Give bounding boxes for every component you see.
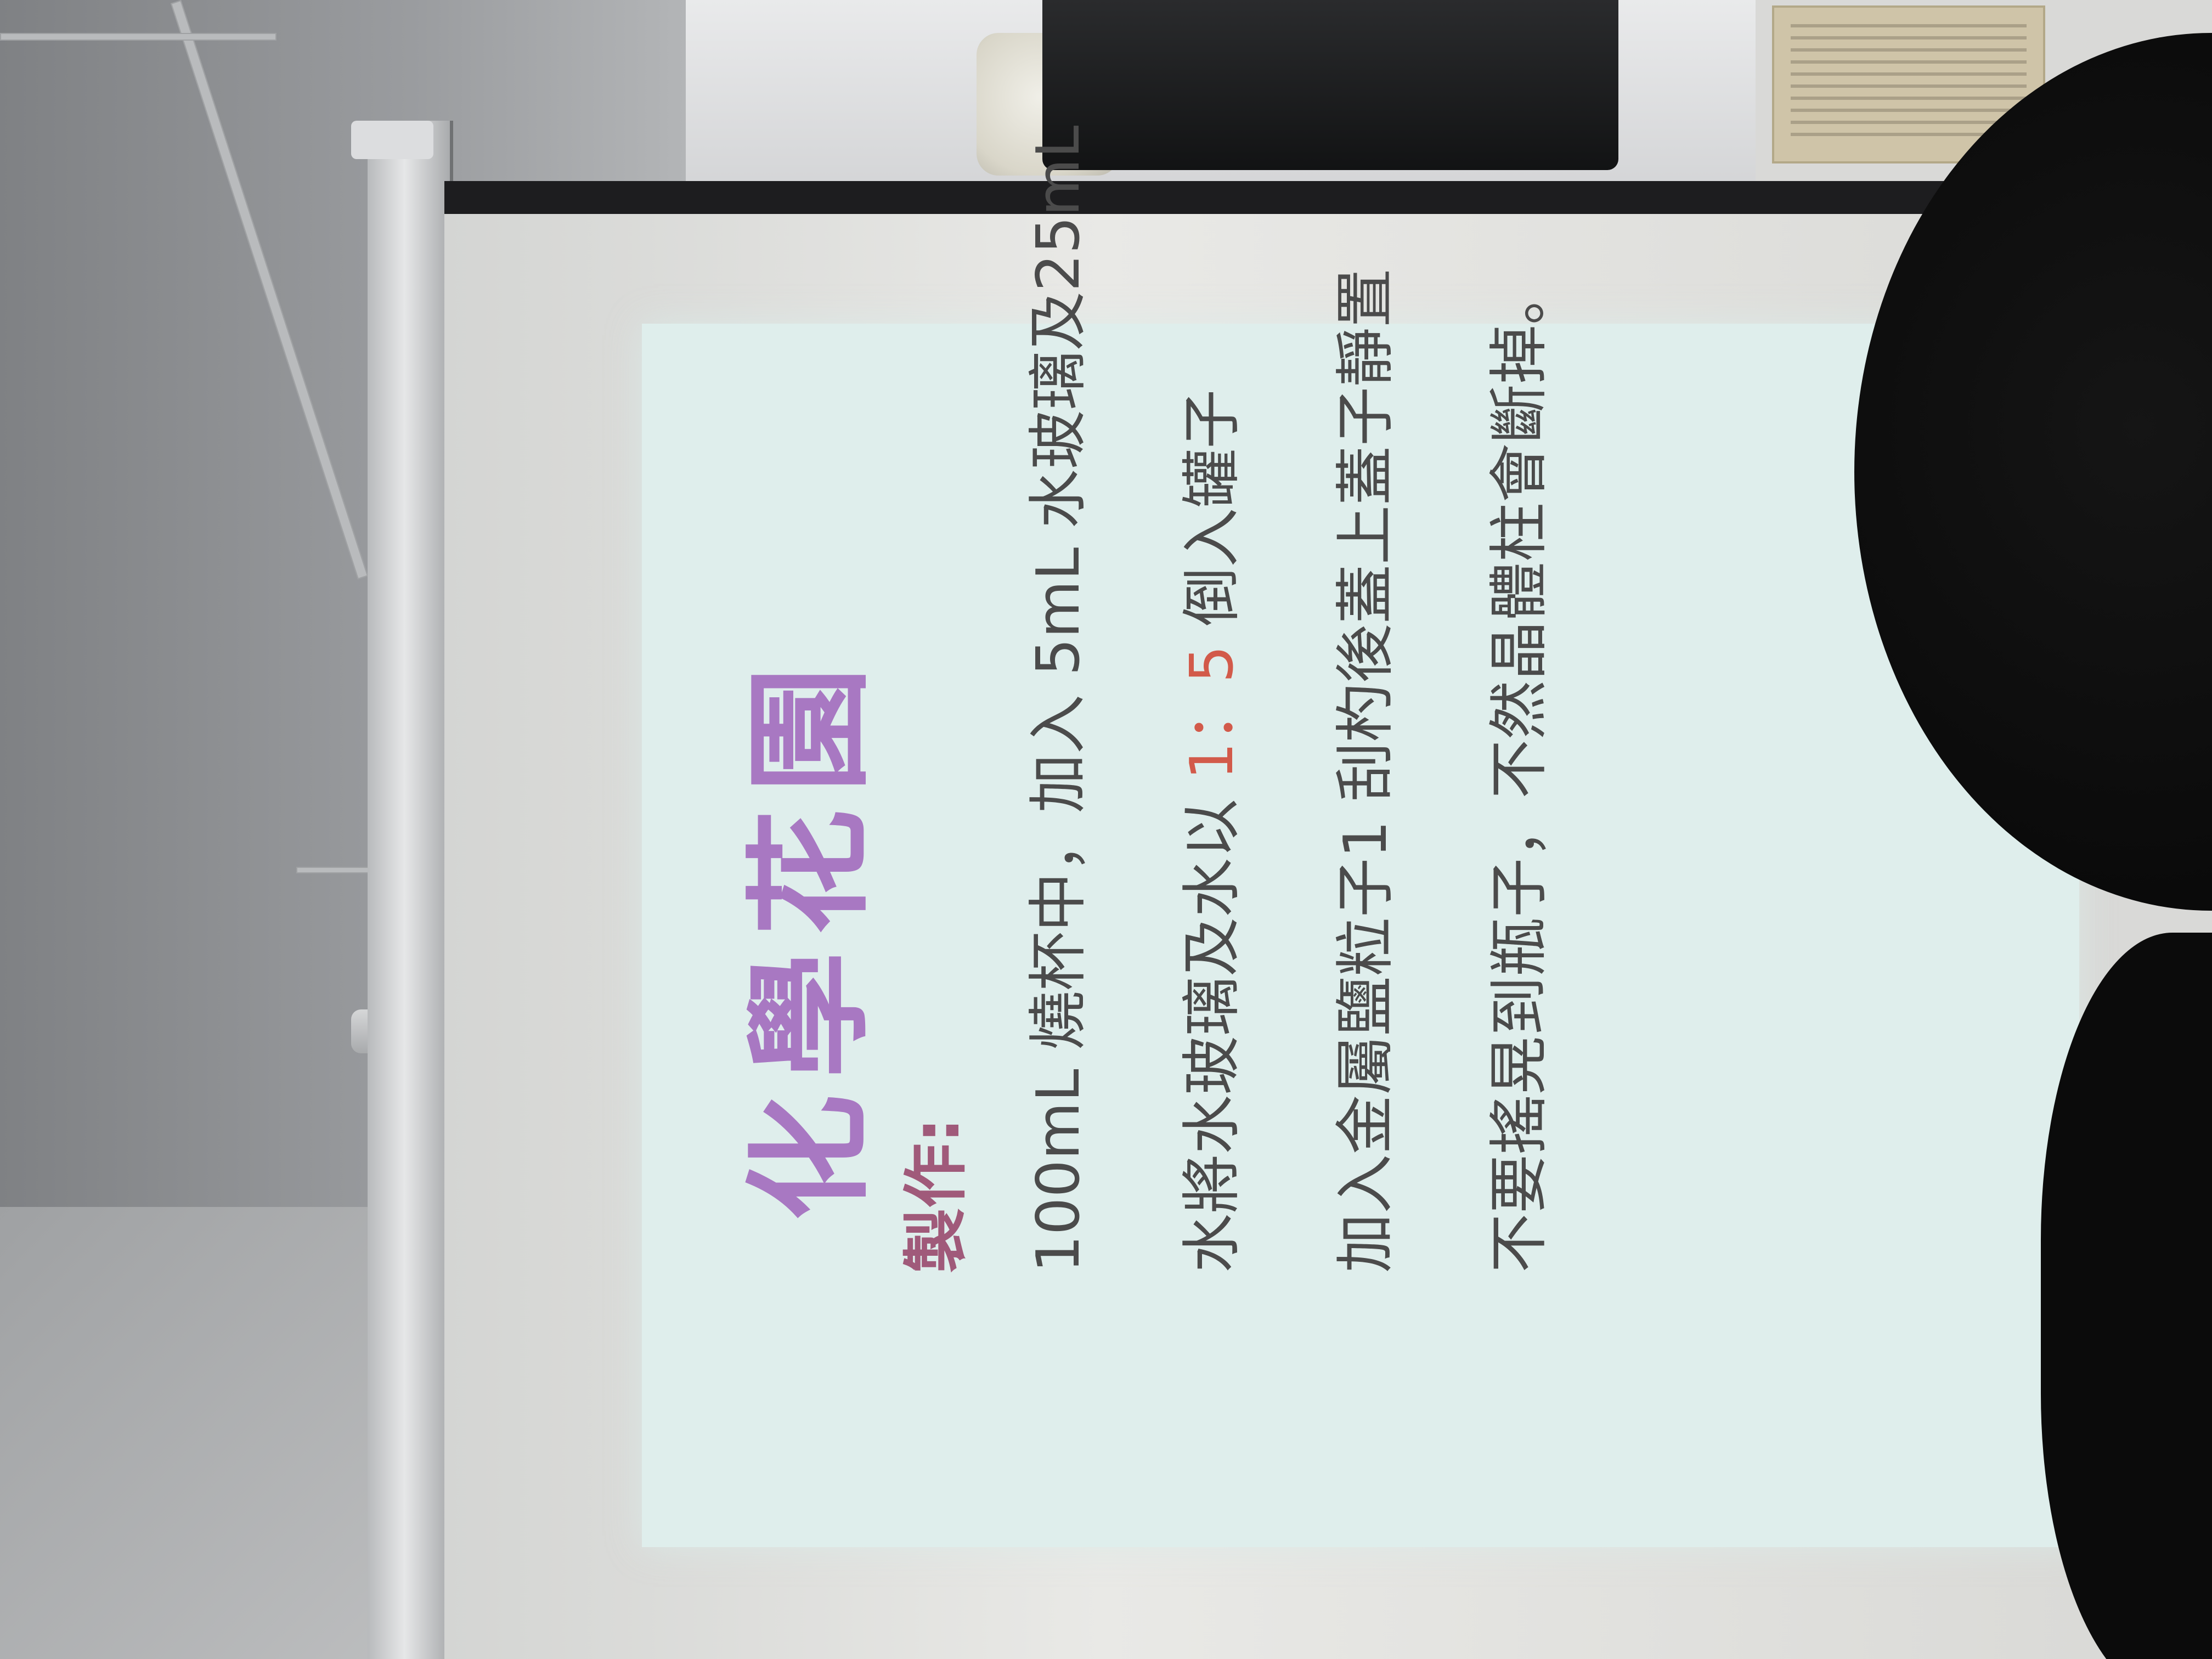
screen-housing — [368, 121, 453, 1659]
screen-cap — [351, 121, 433, 159]
slide-body: 100mL 燒杯中，加入 5mL 水玻璃及25mL 水將水玻璃及水以 1：5 倒… — [1020, 125, 1635, 1273]
slide-line-1: 100mL 燒杯中，加入 5mL 水玻璃及25mL — [1024, 125, 1093, 1273]
wall-notice — [1772, 5, 2045, 163]
projector — [1042, 0, 1618, 170]
slide-ratio: 1：5 — [1178, 645, 1246, 780]
slide-line-2: 水將水玻璃及水以 1：5 倒入罐子 — [1174, 368, 1251, 1273]
slide-line-4: 不要搖晃到瓶子，不然晶體柱會斷掉。 — [1485, 265, 1554, 1273]
slide-line-3: 加入金屬鹽粒子1 刮杓後蓋上蓋子靜置 — [1331, 268, 1400, 1273]
slide-line-2-text: 水將水玻璃及水以 — [1178, 798, 1246, 1273]
slide-section-label: 製作: — [898, 1117, 974, 1273]
slide-line-2-suffix: 倒入罐子 — [1178, 389, 1246, 627]
screen-top-edge — [444, 181, 2090, 214]
foreground-shoulder — [2041, 933, 2212, 1659]
slide-title: 化學花園 — [737, 650, 884, 1221]
ceiling-rod — [0, 33, 276, 41]
